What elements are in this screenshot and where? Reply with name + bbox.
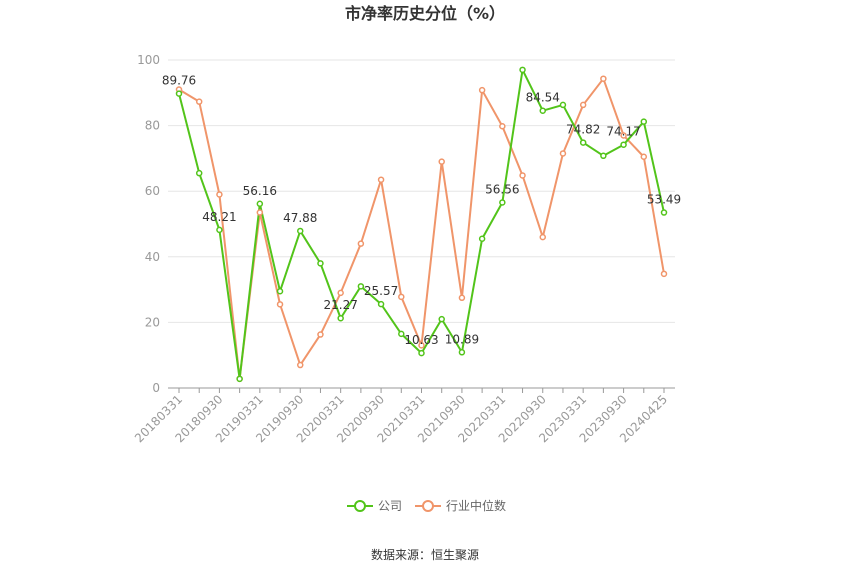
data-label-20: 74.82: [566, 123, 600, 137]
data-point-s0-23: [640, 118, 648, 125]
data-point-s0-21: [600, 152, 607, 160]
data-point-s0-2: [216, 226, 223, 234]
data-point-s1-6: [297, 361, 304, 369]
data-label-8: 21.27: [323, 298, 357, 312]
legend: 公司 行业中位数: [347, 498, 506, 513]
data-point-s1-17: [519, 172, 526, 179]
data-point-s1-24: [660, 270, 668, 278]
data-point-s0-20: [579, 139, 587, 146]
data-point-s0-4: [256, 200, 264, 208]
data-point-s1-18: [539, 233, 546, 241]
data-label-12: 10.63: [404, 333, 438, 347]
data-point-s0-8: [337, 314, 344, 322]
data-point-s1-1: [195, 98, 203, 105]
data-label-14: 10.89: [445, 332, 479, 346]
data-point-s1-11: [398, 293, 405, 301]
data-point-s0-9: [357, 283, 365, 290]
data-point-s0-24: [660, 209, 668, 216]
data-point-s0-10: [377, 300, 385, 308]
data-point-s1-20: [579, 101, 587, 109]
data-point-s0-17: [519, 66, 526, 74]
data-point-s1-9: [357, 240, 365, 247]
data-point-s0-5: [276, 287, 284, 295]
data-source: 数据来源：恒生聚源: [371, 547, 479, 562]
chart-title: 市净率历史分位（%）: [345, 4, 505, 23]
data-point-s1-13: [438, 158, 445, 165]
data-point-s0-19: [559, 101, 567, 109]
data-point-s0-6: [297, 227, 304, 235]
legend-label-company: 公司: [378, 499, 402, 513]
data-point-s1-8: [337, 289, 344, 297]
data-point-s1-14: [458, 294, 466, 302]
data-point-s0-14: [458, 349, 466, 356]
data-label-10: 25.57: [364, 284, 398, 298]
data-label-18: 84.54: [526, 91, 560, 105]
data-point-s0-22: [620, 141, 627, 148]
legend-item-industry-median[interactable]: 行业中位数: [415, 498, 506, 513]
data-point-s1-5: [276, 301, 284, 308]
data-point-s0-11: [398, 330, 405, 338]
data-label-24: 53.49: [647, 193, 681, 207]
data-point-s0-7: [317, 260, 324, 267]
data-label-22: 74.17: [606, 125, 640, 139]
series-points: [175, 66, 668, 383]
data-point-s0-13: [438, 315, 445, 323]
data-label-4: 56.16: [243, 184, 277, 198]
data-point-s0-3: [236, 375, 243, 383]
y-tick-label-60: 60: [145, 184, 160, 198]
x-axis: 2018033120180930201903312019093020200331…: [132, 387, 675, 445]
data-label-16: 56.56: [485, 182, 519, 196]
y-tick-label-0: 0: [152, 381, 160, 395]
data-point-s1-2: [216, 191, 223, 198]
data-labels: 89.76 48.21 56.16 47.88 21.27 25.57 10.63 10.89…: [162, 74, 681, 348]
data-point-s1-15: [478, 86, 486, 94]
legend-swatch-company-marker: [354, 500, 366, 512]
legend-item-company[interactable]: 公司: [347, 499, 402, 513]
data-point-s1-10: [377, 176, 385, 183]
legend-label-industry-median: 行业中位数: [446, 498, 506, 513]
y-tick-label-20: 20: [145, 315, 160, 329]
data-point-s1-4: [256, 209, 264, 216]
data-point-s0-12: [418, 349, 425, 357]
data-point-s1-22: [620, 132, 627, 139]
data-label-6: 47.88: [283, 211, 317, 225]
data-label-0: 89.76: [162, 74, 196, 88]
data-point-s1-12: [418, 342, 425, 349]
gridlines: [168, 59, 675, 323]
y-tick-label-80: 80: [145, 119, 160, 133]
data-point-s0-18: [539, 107, 546, 114]
data-point-s1-23: [640, 153, 648, 161]
data-label-2: 48.21: [202, 210, 236, 224]
y-tick-label-100: 100: [137, 53, 160, 67]
data-point-s0-16: [499, 199, 506, 206]
data-point-s1-19: [559, 150, 567, 157]
data-point-s1-21: [600, 75, 607, 82]
y-tick-label-40: 40: [145, 250, 160, 264]
y-axis-ticks: 0 20 40 60 80 100: [137, 53, 160, 395]
data-point-s0-1: [195, 169, 203, 177]
data-point-s1-7: [317, 331, 324, 338]
data-point-s0-15: [478, 235, 486, 243]
data-point-s1-16: [499, 123, 506, 130]
data-point-s0-0: [175, 90, 183, 97]
legend-swatch-industry-marker: [422, 500, 434, 512]
